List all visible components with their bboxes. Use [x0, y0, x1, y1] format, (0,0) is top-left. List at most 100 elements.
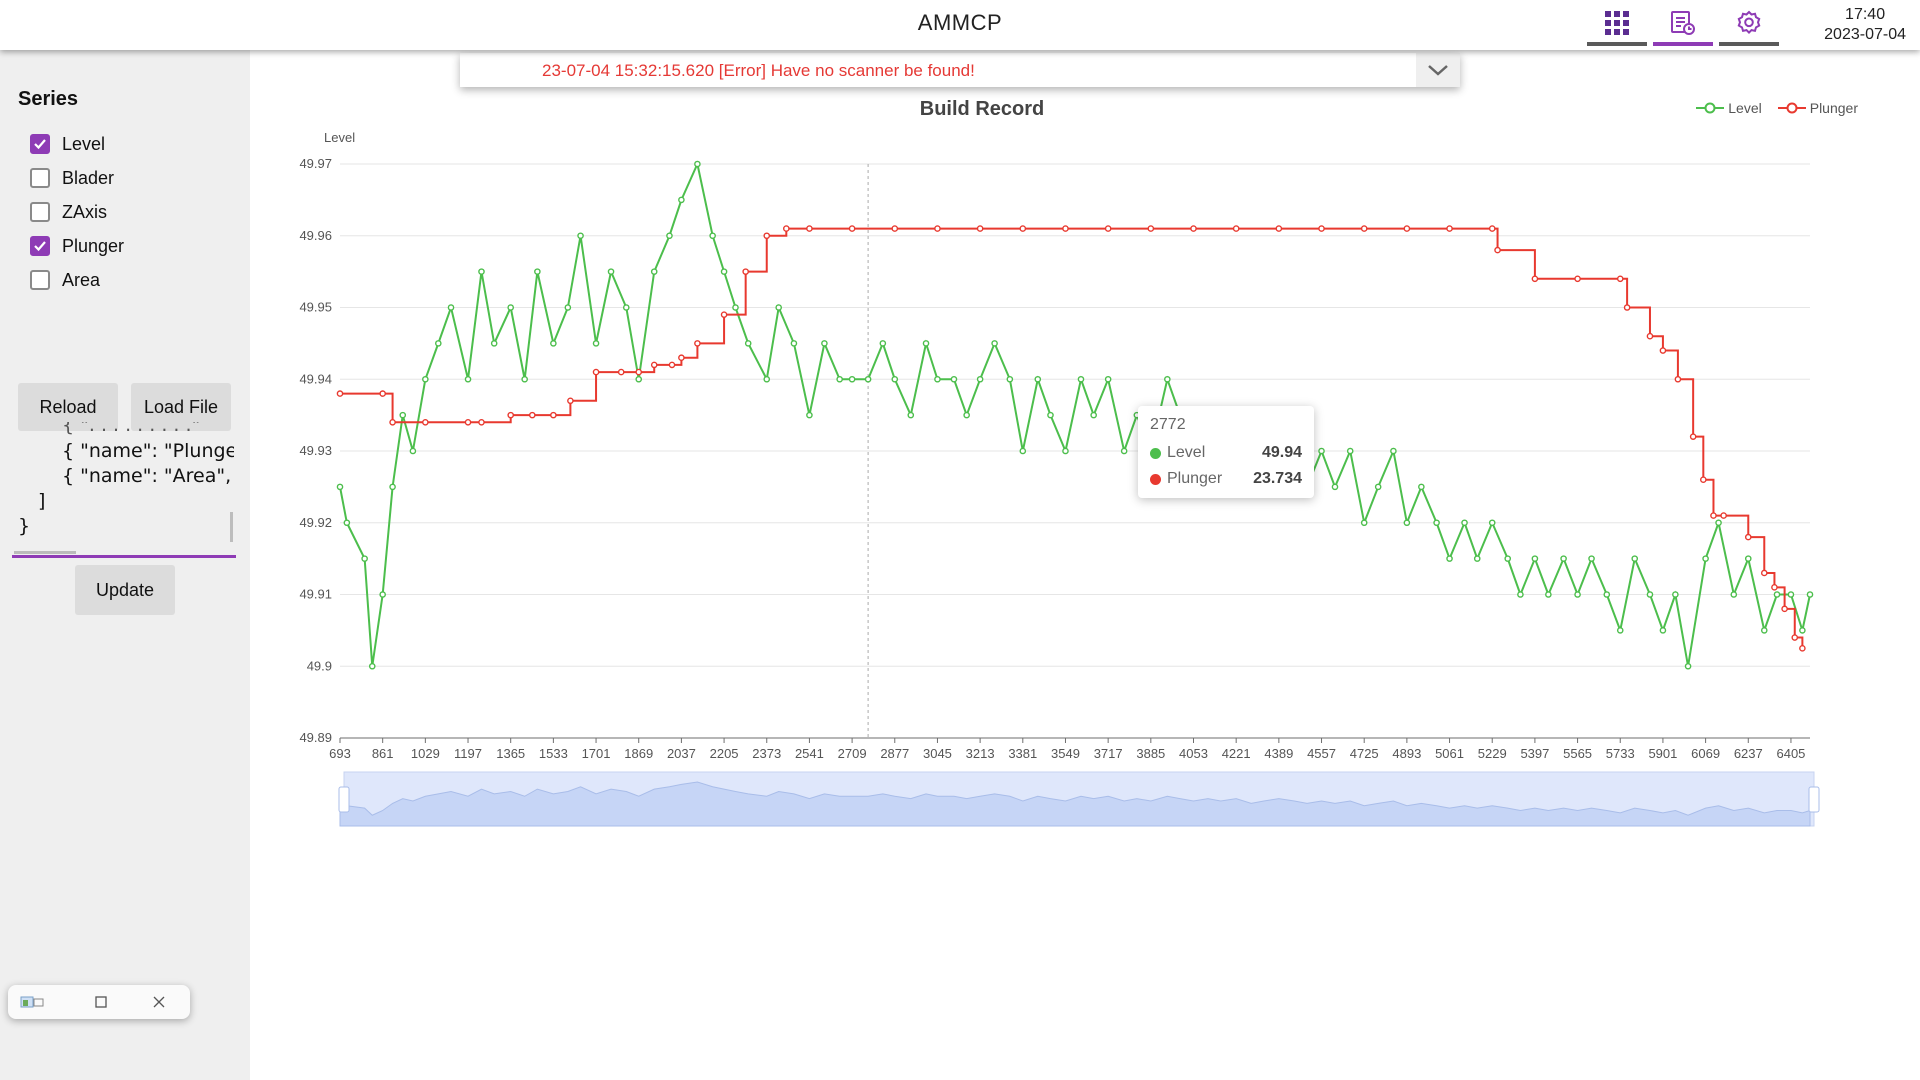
data-point-level [864, 375, 872, 383]
apps-grid-icon [1605, 11, 1629, 35]
update-button[interactable]: Update [75, 565, 175, 615]
x-tick-label: 5901 [1648, 746, 1677, 761]
line-chart[interactable]: 49.9749.9649.9549.9449.9349.9249.9149.94… [250, 50, 1920, 900]
data-point-level [1760, 627, 1768, 634]
y-tick-label: 49.89 [299, 730, 332, 745]
data-point-plunger [1232, 225, 1240, 232]
mini-window-controls [8, 985, 190, 1019]
data-point-level [635, 375, 643, 383]
data-point-level [891, 375, 899, 383]
checkbox-unchecked-icon [30, 202, 50, 222]
data-point-level [1588, 555, 1595, 562]
data-point-level [1360, 519, 1368, 527]
zoom-handle-right[interactable] [1808, 786, 1820, 813]
data-point-level [1799, 627, 1806, 634]
x-tick-label: 1029 [411, 746, 440, 761]
series-checkbox-level[interactable]: Level [30, 132, 105, 156]
data-point-plunger [678, 354, 685, 362]
data-point-level [1062, 447, 1069, 455]
data-point-level [879, 340, 887, 347]
checkbox-checked-icon [30, 236, 50, 256]
window-restore-icon[interactable] [20, 994, 52, 1010]
series-title: Series [18, 88, 79, 110]
data-point-plunger [976, 225, 984, 232]
data-point-level [1715, 519, 1722, 527]
data-point-level [507, 304, 514, 311]
data-point-plunger [1689, 433, 1697, 440]
data-point-plunger [1710, 512, 1717, 519]
data-point-plunger [379, 390, 386, 397]
series-checkbox-plunger[interactable]: Plunger [30, 234, 124, 258]
x-tick-label: 2709 [838, 746, 867, 761]
chart-tooltip: 2772 Level 49.94 Plunger 23.734 [1138, 406, 1314, 498]
data-point-plunger [1674, 375, 1682, 383]
data-point-level [678, 196, 685, 204]
data-point-plunger [1700, 476, 1707, 484]
data-point-level [1560, 555, 1567, 562]
data-point-level [1346, 447, 1354, 455]
tab-indicator-active [1653, 42, 1713, 46]
data-point-plunger [934, 225, 941, 232]
series-checkbox-area[interactable]: Area [30, 268, 100, 292]
data-point-level [1672, 591, 1679, 598]
x-tick-label: 4557 [1307, 746, 1336, 761]
zoom-preview [339, 781, 1811, 827]
checkbox-unchecked-icon [30, 270, 50, 290]
x-tick-label: 4053 [1179, 746, 1208, 761]
json-editor[interactable]: { ". . . . . . . . ." { "name": "Plunger… [12, 422, 234, 560]
data-point-level [1504, 555, 1512, 562]
json-line-partial: { ". . . . . . . . ." [62, 422, 201, 436]
data-point-level [1545, 591, 1552, 598]
data-point-level [744, 340, 752, 347]
series-label: Blader [62, 167, 115, 188]
x-tick-label: 6069 [1691, 746, 1720, 761]
json-underline-grey [14, 551, 76, 554]
data-point-level [1077, 375, 1085, 383]
legend-item-plunger[interactable]: Plunger [1777, 100, 1858, 116]
data-point-level [564, 304, 572, 311]
close-icon[interactable] [152, 995, 166, 1009]
data-point-level [592, 340, 600, 347]
json-underline-accent [12, 555, 236, 558]
load-file-button[interactable]: Load File [131, 383, 231, 431]
legend-item-level[interactable]: Level [1696, 100, 1762, 116]
y-tick-label: 49.95 [299, 300, 332, 315]
data-point-level [991, 340, 998, 347]
data-point-level [907, 411, 915, 419]
data-point-plunger [1791, 634, 1799, 641]
data-point-plunger [617, 368, 625, 376]
maximize-icon[interactable] [94, 995, 108, 1009]
apps-grid-button[interactable] [1587, 0, 1647, 46]
data-point-level [1702, 555, 1709, 562]
legend-label: Level [1728, 100, 1762, 116]
error-expand-button[interactable] [1416, 53, 1460, 87]
series-checkbox-zaxis[interactable]: ZAxis [30, 200, 107, 224]
data-point-level [1090, 411, 1097, 419]
data-point-plunger [1646, 332, 1654, 340]
record-view-button[interactable] [1653, 0, 1713, 46]
data-point-plunger [1720, 512, 1727, 519]
x-tick-label: 5229 [1478, 746, 1507, 761]
series-checkbox-blader[interactable]: Blader [30, 166, 114, 190]
zoom-handle-left[interactable] [338, 786, 350, 813]
data-point-level [1418, 483, 1425, 491]
settings-button[interactable] [1719, 0, 1779, 46]
series-label: Area [62, 269, 101, 290]
tab-indicator [1719, 42, 1779, 46]
top-bar: AMMCP [0, 0, 1920, 50]
data-point-level [1034, 375, 1042, 383]
json-scrollbar[interactable] [230, 512, 233, 542]
app-title: AMMCP [917, 10, 1003, 35]
chart-panel: Build Record Level Level Plunger 49.97 49… [250, 50, 1920, 900]
y-tick-label: 49.91 [299, 587, 332, 602]
data-point-level [1806, 591, 1814, 598]
y-tick-label: 49.97 [299, 156, 332, 171]
x-tick-label: 3045 [923, 746, 952, 761]
reload-button[interactable]: Reload [18, 383, 118, 431]
y-tick-label: 49.93 [299, 443, 332, 458]
data-point-level [422, 375, 429, 383]
data-point-level [650, 268, 658, 275]
data-point-level [848, 375, 856, 383]
data-point-plunger [1744, 533, 1752, 541]
data-point-level [694, 160, 701, 168]
